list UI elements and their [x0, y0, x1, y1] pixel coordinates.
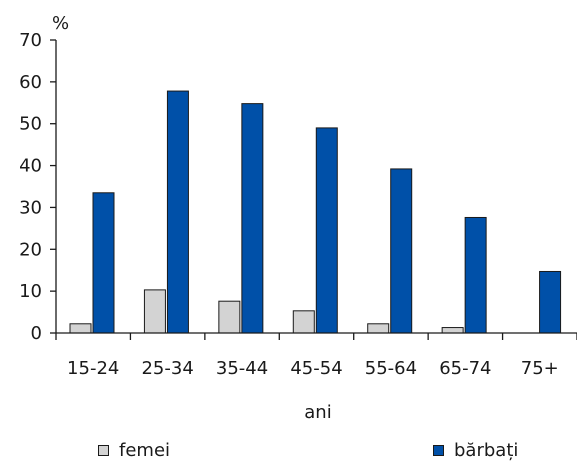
bar-barbati-25-34 [166, 90, 189, 334]
y-tick-label: 60 [19, 72, 42, 93]
x-tick-label: 15-24 [67, 358, 119, 379]
y-tick-label: 10 [19, 281, 42, 302]
legend-swatch-barbati [433, 445, 444, 456]
bar-barbati-45-54 [315, 127, 338, 334]
x-axis-label: ani [304, 402, 331, 423]
bar-femei-35-44 [218, 300, 241, 334]
x-tick-label: 75+ [521, 358, 559, 379]
legend-item-barbati: bărbați [433, 440, 518, 461]
y-axis-unit-label: % [52, 13, 69, 34]
x-tick-label: 55-64 [365, 358, 417, 379]
x-tick-label: 65-74 [439, 358, 491, 379]
y-tick-label: 0 [31, 323, 42, 344]
y-tick-label: 40 [19, 156, 42, 177]
y-tick-label: 30 [19, 197, 42, 218]
x-tick-label: 45-54 [290, 358, 342, 379]
legend-item-femei: femei [98, 440, 170, 461]
x-tick-label: 35-44 [216, 358, 268, 379]
bar-femei-45-54 [292, 310, 315, 334]
y-tick-label: 70 [19, 30, 42, 51]
bar-barbati-55-64 [390, 168, 413, 334]
bar-barbati-65-74 [464, 216, 487, 334]
bar-barbati-15-24 [92, 192, 115, 334]
x-tick-label: 25-34 [141, 358, 193, 379]
bar-barbati-35-44 [241, 103, 264, 334]
bar-femei-15-24 [69, 323, 92, 334]
bar-femei-25-34 [143, 289, 166, 334]
bar-femei-55-64 [367, 323, 390, 334]
bar-femei-65-74 [441, 327, 464, 334]
y-tick-label: 50 [19, 114, 42, 135]
legend-label-barbati: bărbați [454, 440, 519, 461]
bar-barbati-75+ [539, 270, 562, 334]
y-tick-label: 20 [19, 239, 42, 260]
legend-swatch-femei [98, 445, 109, 456]
legend-label-femei: femei [119, 440, 171, 461]
